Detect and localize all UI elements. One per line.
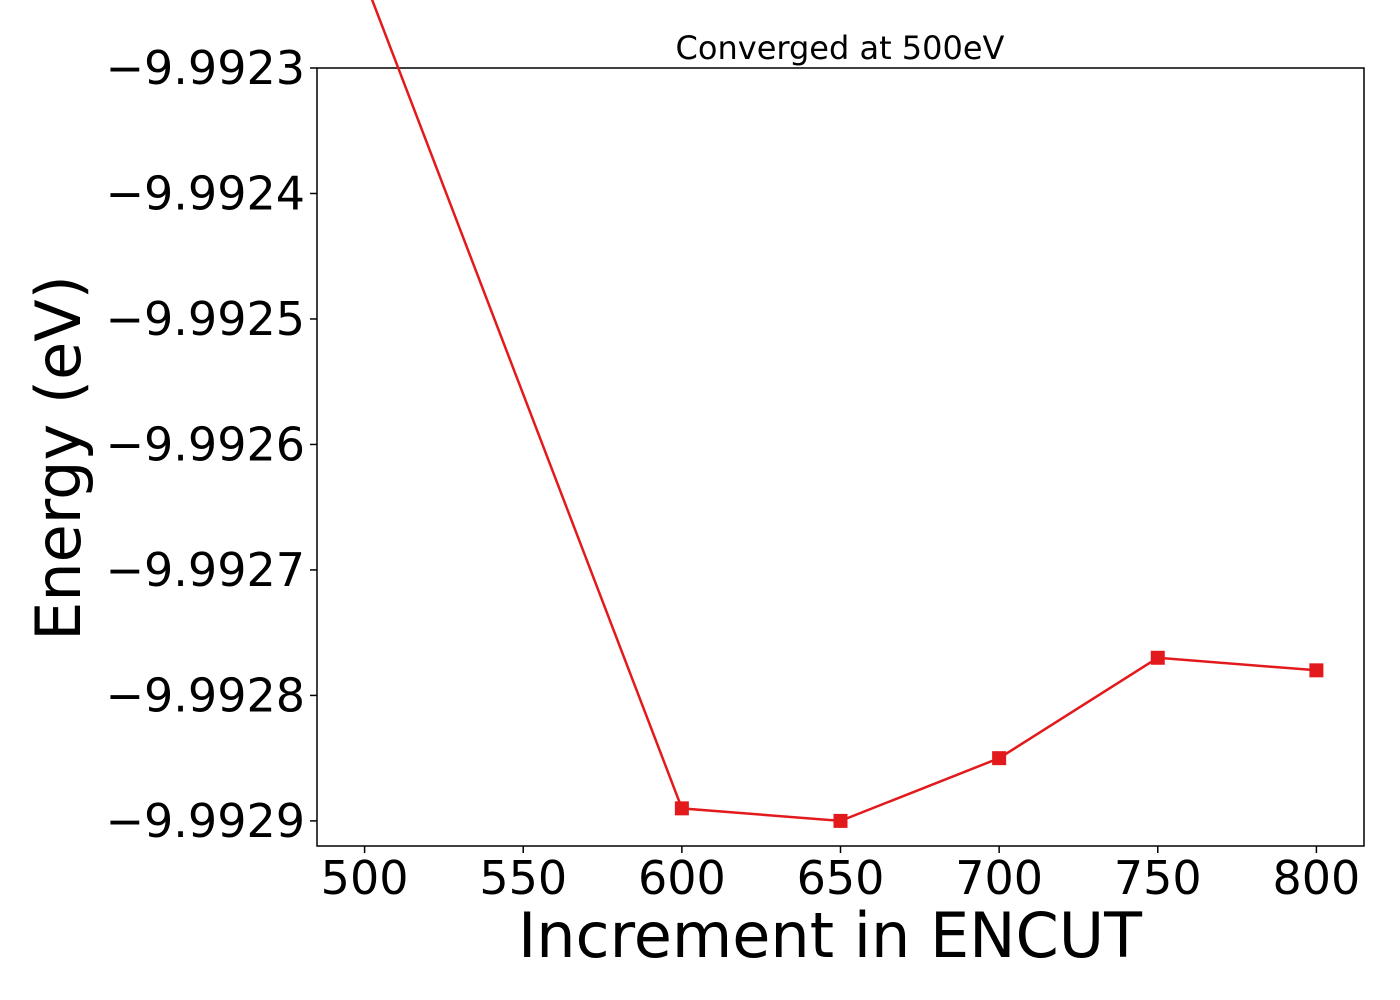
y-tick-label: −9.9929 [106, 794, 306, 848]
x-tick-label: 600 [638, 851, 726, 905]
chart-title: Converged at 500eV [676, 29, 1005, 67]
x-tick-label: 550 [479, 851, 567, 905]
x-tick-label: 650 [797, 851, 885, 905]
x-axis-title: Increment in ENCUT [518, 899, 1143, 972]
data-point-marker [992, 751, 1007, 766]
data-point-marker [1150, 650, 1165, 665]
x-axis: 500 550 600 650 700 750 800 [321, 846, 1361, 905]
y-tick-label: −9.9925 [106, 292, 306, 346]
data-point-marker [833, 813, 848, 828]
series-layer [370, 0, 1324, 828]
y-tick-label: −9.9928 [106, 668, 306, 722]
x-tick-label: 750 [1114, 851, 1202, 905]
x-tick-label: 700 [955, 851, 1043, 905]
y-tick-label: −9.9926 [106, 417, 306, 471]
plot-area-frame [316, 67, 1365, 847]
data-point-marker [674, 801, 689, 816]
y-axis-title: Energy (eV) [22, 275, 95, 641]
series-line [370, 0, 1317, 823]
x-tick-label: 500 [321, 851, 409, 905]
x-tick-label: 800 [1273, 851, 1361, 905]
y-tick-label: −9.9927 [106, 543, 306, 597]
y-tick-label: −9.9924 [106, 166, 306, 220]
data-point-marker [1309, 663, 1324, 678]
y-tick-label: −9.9923 [106, 41, 306, 95]
y-axis: −9.9923 −9.9924 −9.9925 −9.9926 −9.9927 −9.99… [106, 41, 317, 848]
